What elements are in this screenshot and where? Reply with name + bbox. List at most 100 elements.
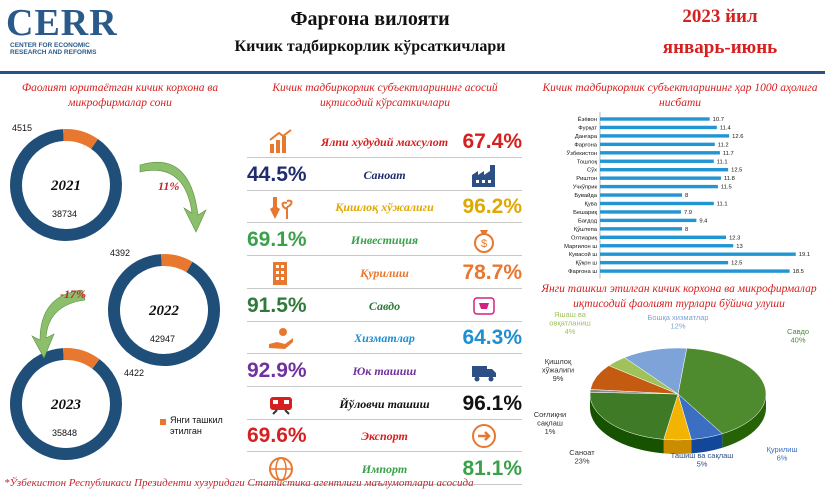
donut-ring-2022 xyxy=(108,254,220,366)
indicator-value: 44.5% xyxy=(247,162,307,186)
donut-new-segment-2023 xyxy=(63,348,100,369)
pie-label-line: овқатланиш xyxy=(549,319,591,328)
bar-category-label: Ўзбекистон xyxy=(567,149,597,157)
money-bag-icon: $ xyxy=(470,226,498,254)
bar-value-label: 11.8 xyxy=(724,176,735,182)
bar xyxy=(600,218,697,223)
donut-year-2023: 2023 xyxy=(50,397,82,413)
indicator-name: Йўловчи ташиш xyxy=(339,396,430,411)
indicator-row: Экспорт 69.6% xyxy=(247,420,522,453)
donut-charts: 2021 38734 4515 2022 42947 4392 2023 35848 4422 1… xyxy=(10,123,220,460)
indicator-row: Қишлоқ хўжалиги 96.2% xyxy=(247,191,522,224)
legend-swatch-new xyxy=(160,419,166,425)
bar-value-label: 11.1 xyxy=(717,159,728,165)
bar xyxy=(600,134,730,138)
indicator-row: Савдо 91.5% xyxy=(247,290,522,322)
bar-value-label: 19.1 xyxy=(799,252,810,258)
donut-total-2021: 38734 xyxy=(52,209,77,219)
pie-slice-side xyxy=(722,394,766,448)
bar-category-label: Қўқон ш xyxy=(576,260,598,267)
indicator-value: 78.7% xyxy=(462,260,522,284)
indicator-row: Инвестиция 69.1% $ xyxy=(247,224,522,257)
page-title: Фарғона вилояти xyxy=(290,8,450,30)
donut-ring-2023 xyxy=(10,348,122,460)
bar-category-label: Бешариқ xyxy=(573,210,597,216)
page-subtitle: Кичик тадбиркорлик кўрсаткичлари xyxy=(234,38,506,55)
bar xyxy=(600,244,734,248)
bar-category-label: Фарғона ш xyxy=(568,269,597,275)
bar-category-label: Қўштепа xyxy=(574,226,598,233)
bar-category-label: Учкўприк xyxy=(573,184,598,191)
bar xyxy=(600,252,796,256)
pie-label-line: Соғлиқни xyxy=(534,410,567,419)
pie-label-line: Қишлоқ xyxy=(545,357,572,366)
bar xyxy=(600,210,681,214)
bar-value-label: 18.5 xyxy=(793,269,804,275)
pie-label-line: 9% xyxy=(553,374,564,383)
bar-value-label: 12.5 xyxy=(731,261,742,267)
indicator-value: 81.1% xyxy=(462,457,522,480)
shovel-plant-icon xyxy=(267,193,295,221)
bar xyxy=(600,117,710,121)
indicator-row: Импорт 81.1% xyxy=(247,453,522,485)
train-icon xyxy=(267,390,295,418)
change-arrow-2022-2023 xyxy=(31,289,86,359)
bar-category-label: Тошлоқ xyxy=(577,159,598,165)
bar-chart-title: Кичик тадбиркорлик субъектларининг ҳар 1… xyxy=(542,82,818,109)
bar xyxy=(600,168,729,172)
indicator-row: Қурилиш 78.7% xyxy=(247,257,522,289)
period-title: январь-июнь xyxy=(662,37,778,58)
source-footnote: *Ўзбекистон Республикаси Президенти хузу… xyxy=(4,477,474,489)
bar-category-label: Кувасой ш xyxy=(569,251,598,258)
pie-label-line: сақлаш xyxy=(537,419,563,428)
bar-value-label: 11.5 xyxy=(721,185,732,191)
left-panel-title: Фаолият юритаётган кичик корхона ва микр… xyxy=(21,82,219,109)
logo-sub-line-1: CENTER FOR ECONOMIC xyxy=(10,42,90,49)
bar xyxy=(600,151,720,155)
donut-new-segment-2021 xyxy=(63,129,98,149)
legend-label-new: Янги ташкил этилган xyxy=(170,415,223,436)
donut-year-2022: 2022 xyxy=(148,303,180,319)
bar-value-label: 12.5 xyxy=(731,168,742,174)
pie-slice-side xyxy=(691,433,723,454)
pie-label-line: 6% xyxy=(777,454,788,463)
indicator-name: Саноат xyxy=(363,167,406,182)
pie-label-line: Қурилиш xyxy=(767,445,798,454)
bar-value-label: 9.4 xyxy=(699,218,708,224)
pie-label-line: 1% xyxy=(545,427,556,436)
pie-label-line: Савдо xyxy=(787,327,809,336)
indicator-name: Қурилиш xyxy=(360,265,409,280)
bar xyxy=(600,269,790,273)
change-label-2022: 11% xyxy=(158,179,179,193)
svg-text:$: $ xyxy=(481,238,487,250)
bar-value-label: 8 xyxy=(685,193,688,199)
indicator-name: Инвестиция xyxy=(350,233,419,248)
pie-label-line: 12% xyxy=(670,322,685,331)
indicator-value: 64.3% xyxy=(462,326,522,350)
pie-label-line: 23% xyxy=(574,457,589,466)
donut-new-value-2022: 4392 xyxy=(110,248,130,258)
bar-value-label: 13 xyxy=(736,244,742,250)
building-icon xyxy=(267,259,295,287)
donut-total-2022: 42947 xyxy=(150,334,175,344)
year-title: 2023 йил xyxy=(682,6,758,27)
change-label-2023: -17% xyxy=(60,287,86,301)
truck-icon xyxy=(470,357,498,385)
bar-value-label: 11.4 xyxy=(720,125,732,131)
bar-category-label: Марғилон ш xyxy=(564,244,597,250)
factory-icon xyxy=(470,161,498,189)
bar-category-label: Бағдод xyxy=(578,218,598,224)
growth-arrow-2021-2022 xyxy=(139,161,207,233)
middle-panel-title: Кичик тадбиркорлик субъектларининг асоси… xyxy=(272,82,498,109)
indicator-value: 69.1% xyxy=(247,228,307,252)
header-divider xyxy=(0,71,825,74)
pie-slice xyxy=(623,347,688,395)
donut-ring-2021 xyxy=(10,129,122,241)
